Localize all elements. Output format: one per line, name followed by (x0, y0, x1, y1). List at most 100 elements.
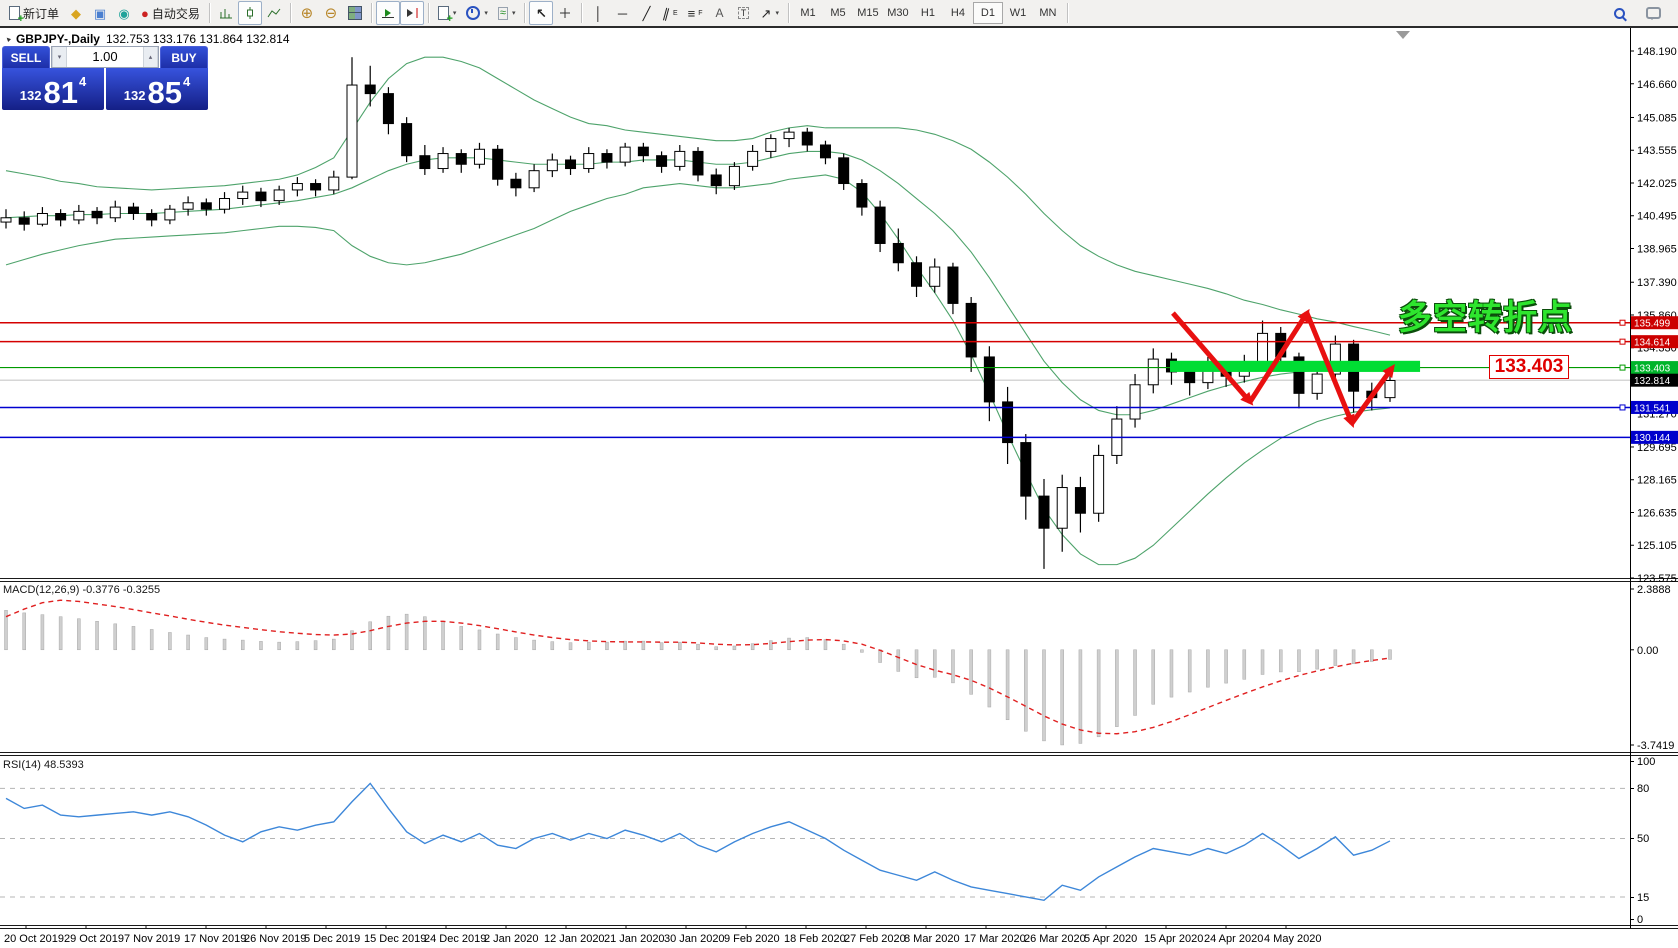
collapse-icon[interactable]: ▲ (3, 34, 14, 45)
search-button[interactable] (1607, 1, 1631, 25)
candle-up (1311, 373, 1323, 394)
buy-price-pipette: 4 (182, 74, 191, 89)
timeframe-H1[interactable]: H1 (920, 7, 935, 19)
zigzag-segment[interactable] (1304, 312, 1355, 428)
text-button[interactable]: A (708, 1, 732, 25)
volume-decrease-button[interactable]: ▾ (52, 47, 67, 67)
macd-bar (714, 646, 718, 651)
candle-up (473, 148, 485, 165)
tile-windows-button[interactable] (343, 1, 367, 25)
level-anchor[interactable] (1619, 338, 1626, 345)
symbol-period-label: GBPJPY-,Daily (15, 32, 100, 46)
timeframe-D1[interactable]: D1 (972, 2, 1003, 24)
price-callout-box[interactable]: 133.403 (1489, 355, 1569, 379)
arrows-button[interactable]: ↗ ▾ (756, 1, 784, 25)
macd-bar (459, 626, 464, 651)
price-tick-label: 148.190 (1637, 46, 1677, 58)
vertical-line-button[interactable]: │ (586, 1, 610, 25)
text-label-button[interactable]: T (732, 1, 756, 25)
signals-button[interactable]: ◉ (112, 1, 136, 25)
bar-chart-button[interactable] (214, 1, 238, 25)
macd-bar (149, 629, 154, 651)
date-label: 5 Apr 2020 (1084, 933, 1137, 945)
date-label: 17 Mar 2020 (964, 933, 1026, 945)
chart-canvas[interactable]: 148.190 146.660 145.085 143.555 142.025 140.4… (0, 28, 1678, 948)
auto-scroll-button[interactable] (375, 1, 400, 25)
sell-tab[interactable]: SELL (2, 46, 50, 68)
timeframe-W1[interactable]: W1 (1009, 7, 1027, 19)
macd-indicator-label: MACD(12,26,9) -0.3776 -0.3255 (3, 584, 161, 596)
fibonacci-icon: ≡ (687, 5, 696, 21)
sell-price-button[interactable]: 132 81 4 (2, 68, 104, 110)
level-anchor[interactable] (1619, 364, 1626, 371)
timeframe-M5[interactable]: M5 (830, 7, 846, 19)
timeframe-H4[interactable]: H4 (950, 7, 965, 19)
level-anchor[interactable] (1619, 404, 1626, 411)
level-anchor[interactable] (1619, 319, 1626, 326)
rsi-tick-label: 0 (1637, 914, 1643, 926)
macd-bar (1260, 649, 1265, 675)
macd-axis: 2.3888 0.00 -3.7419 (1630, 584, 1674, 752)
timeframe-M15[interactable]: M15 (857, 7, 879, 19)
channel-button[interactable]: ∥ E (661, 4, 678, 22)
macd-bar (550, 641, 555, 651)
timeframe-MN[interactable]: MN (1039, 7, 1057, 19)
rsi-tick-label: 80 (1637, 783, 1649, 795)
zigzag-segment[interactable] (1247, 308, 1310, 404)
timeframe-M30[interactable]: M30 (887, 7, 909, 19)
autotrade-icon: ● (141, 5, 149, 21)
chevron-down-icon: ▾ (511, 10, 516, 17)
svg-text:134.614: 134.614 (1634, 337, 1671, 348)
toolbar-right-group (1607, 1, 1674, 25)
date-label: 15 Dec 2019 (364, 933, 426, 945)
candle-down (710, 174, 722, 187)
chart-shift-marker[interactable] (1396, 31, 1410, 39)
price-tick-label: 143.555 (1637, 145, 1677, 157)
zoom-in-button[interactable]: ⊕ (295, 1, 319, 25)
horizontal-line-button[interactable]: ─ (610, 1, 634, 25)
candle-up (0, 217, 12, 223)
profile-button[interactable]: ◆ (64, 1, 88, 25)
timeframe-M1[interactable]: M1 (800, 7, 816, 19)
highlight-band[interactable] (1170, 360, 1421, 372)
crosshair-button[interactable] (553, 1, 577, 25)
line-chart-button[interactable] (262, 1, 286, 25)
price-tick-label: 146.660 (1637, 79, 1677, 91)
chat-button[interactable] (1641, 1, 1666, 25)
candlestick-chart-button[interactable] (237, 1, 262, 25)
trendline-button[interactable]: ╱ (634, 1, 658, 25)
candle-down (1074, 487, 1086, 514)
chart-shift-button[interactable] (399, 1, 424, 25)
new-order-button[interactable]: 新订单 (4, 1, 64, 25)
periods-button[interactable]: ▾ (461, 1, 493, 25)
buy-tab[interactable]: BUY (160, 46, 208, 68)
buy-price-button[interactable]: 132 85 4 (106, 68, 208, 110)
cursor-button[interactable]: ↖ (529, 1, 554, 25)
bollinger-upper (5, 56, 1391, 336)
toolbar-separator (787, 3, 789, 23)
macd-bar (732, 645, 737, 651)
candle-down (146, 212, 158, 221)
date-label: 12 Jan 2020 (544, 933, 605, 945)
zigzag-segment[interactable] (1349, 364, 1395, 425)
macd-bar (295, 641, 300, 651)
new-chart-button[interactable]: ▾ (433, 1, 462, 25)
autotrade-button[interactable]: ● 自动交易 (136, 1, 205, 25)
community-button[interactable]: ▣ (88, 1, 112, 25)
zigzag-segment[interactable] (1171, 311, 1254, 406)
macd-bar (58, 616, 63, 651)
price-level-badge: 133.403 (1631, 361, 1678, 374)
candle-up (1056, 487, 1068, 529)
bar-chart-icon (219, 9, 232, 19)
volume-increase-button[interactable]: ▴ (143, 47, 158, 67)
indicators-button[interactable]: ≈ ▾ (493, 1, 521, 25)
candle-down (692, 150, 704, 176)
candle-down (838, 157, 850, 185)
fibonacci-button[interactable]: ≡ F (687, 5, 703, 21)
macd-bar (240, 639, 245, 651)
candle-up (674, 150, 686, 167)
volume-value[interactable]: 1.00 (92, 49, 118, 64)
zoom-out-button[interactable]: ⊖ (319, 1, 343, 25)
candle-down (983, 356, 995, 403)
candle-up (1147, 358, 1159, 386)
